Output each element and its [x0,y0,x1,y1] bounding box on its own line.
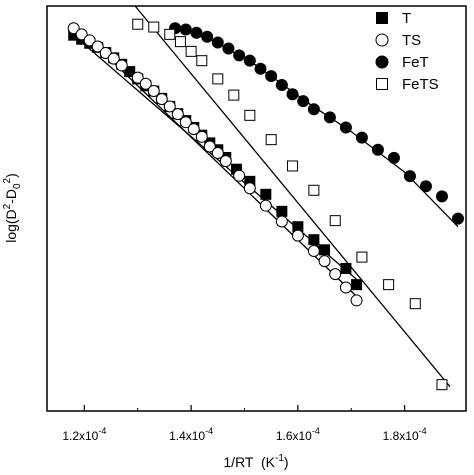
point-fets [132,18,144,30]
legend-label-fets: FeTS [402,76,439,93]
point-t [308,234,320,246]
point-t [351,279,363,291]
point-fet [371,143,384,156]
point-fet [265,70,278,83]
point-fets [308,184,320,196]
point-fet [451,212,464,225]
point-ts [307,245,320,258]
point-ts [259,199,272,212]
point-fet [201,30,214,43]
point-fet [190,26,203,39]
point-ts [350,294,363,307]
point-ts [107,52,120,65]
point-fets [196,55,208,67]
legend-marker-fets [376,78,388,90]
x-tick-label: 1.4x10-4 [169,426,213,443]
point-ts [83,34,96,47]
point-ts [147,85,160,98]
point-fet [307,103,320,116]
point-ts [75,28,88,41]
point-fets [436,379,448,391]
point-ts [187,123,200,136]
legend-label-fet: FeT [402,54,429,71]
x-tick-label: 1.8x10-4 [383,426,427,443]
legend-marker-t [376,12,388,24]
point-fets [265,134,277,146]
point-fet [339,121,352,134]
x-axis-title: 1/RT (K-1) [223,453,288,470]
point-fet [419,180,432,193]
point-fet [403,170,416,183]
point-t [260,188,272,200]
point-fets [148,21,160,33]
x-tick-label: 1.2x10-4 [62,426,106,443]
point-ts [115,59,128,72]
point-ts [291,229,304,242]
point-ts [233,169,246,182]
point-t [276,205,288,217]
point-fets [174,36,186,48]
point-ts [171,108,184,121]
legend-label-ts: TS [402,32,421,49]
point-ts [99,46,112,59]
point-ts [163,100,176,113]
point-fets [244,109,256,121]
point-ts [155,93,168,106]
point-fet [275,78,288,91]
point-t [124,66,136,78]
point-fets [356,251,368,263]
legend-marker-ts [375,33,389,47]
point-ts [195,130,208,143]
point-ts [179,116,192,129]
point-ts [203,140,216,153]
point-fets [185,45,197,57]
point-ts [219,155,232,168]
point-t [319,244,331,256]
legend-label-t: T [402,10,411,27]
point-ts [329,268,342,281]
point-t [340,262,352,274]
point-ts [243,182,256,195]
point-fets [329,215,341,227]
point-fet [179,23,192,36]
point-fets [287,160,299,172]
point-fet [297,95,310,108]
point-fets [383,279,395,291]
fit-line-fets [134,5,451,388]
point-ts [131,71,144,84]
point-fets [409,298,421,310]
x-tick-label: 1.6x10-4 [276,426,320,443]
point-fets [228,89,240,101]
data-points [67,18,464,391]
point-fet [286,88,299,101]
point-fets [212,73,224,85]
point-fet [222,42,235,55]
point-ts [318,255,331,268]
point-fet [211,36,224,49]
y-axis-title: log(D2-D02) [2,173,23,243]
point-ts [67,22,80,35]
point-fet [355,131,368,144]
point-fet [435,190,448,203]
point-ts [275,215,288,228]
point-fet [387,151,400,164]
point-fet [243,54,256,67]
point-ts [91,40,104,53]
point-fet [254,62,267,75]
legend: T TS FeT FeTS [375,10,439,93]
point-fet [233,49,246,62]
plot-frame [46,5,467,412]
point-fets [164,28,176,40]
point-ts [139,77,152,90]
x-axis-ticks: 1.2x10-4 1.4x10-4 1.6x10-4 1.8x10-4 [62,405,427,443]
point-ts [339,281,352,294]
point-ts [211,147,224,160]
legend-marker-fet [375,55,389,69]
point-fet [323,111,336,124]
